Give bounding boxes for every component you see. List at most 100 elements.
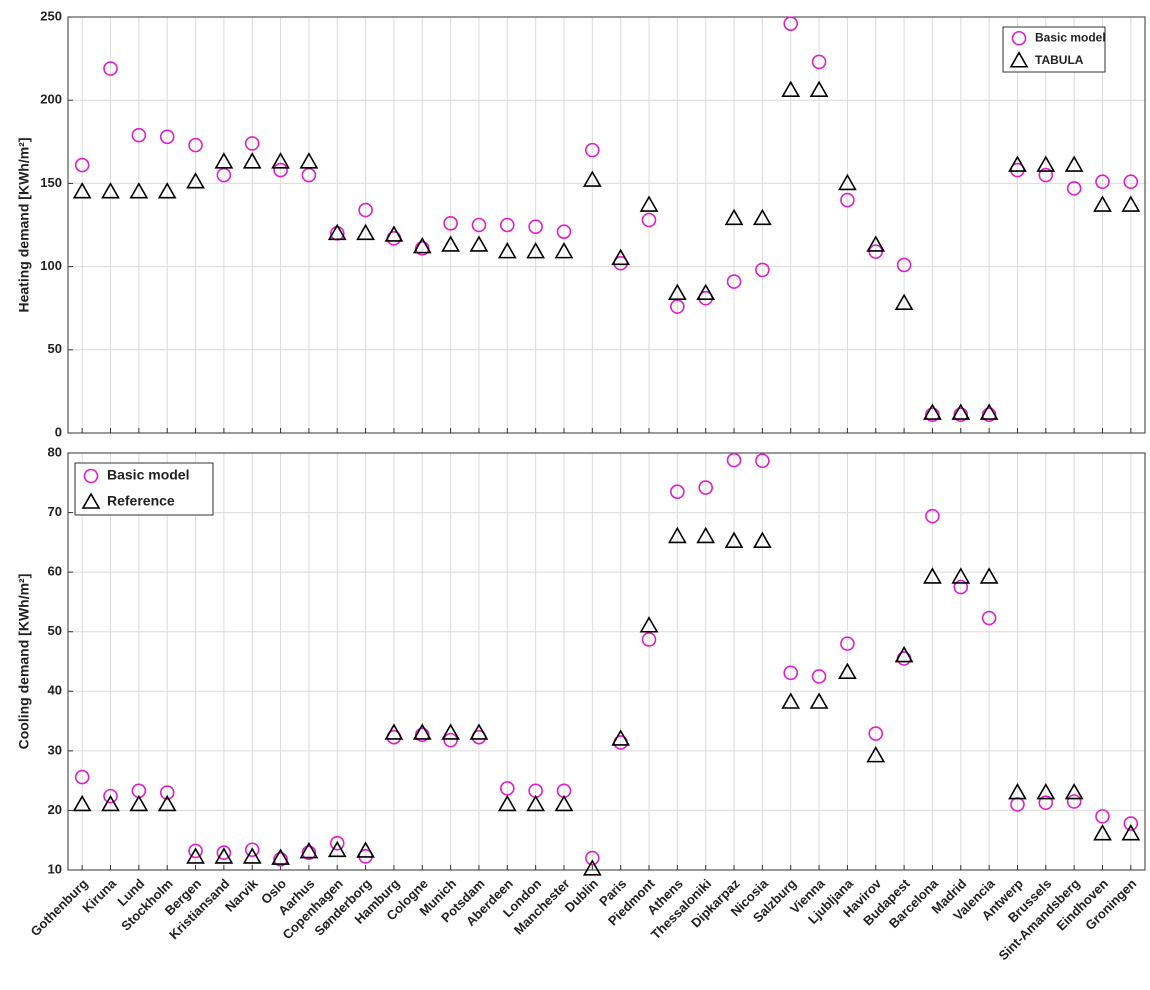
data-point (1121, 195, 1141, 212)
data-point (923, 567, 942, 584)
data-point (414, 240, 430, 256)
legend-label: Reference (107, 493, 175, 509)
data-point (131, 127, 147, 143)
legend-label: Basic model (107, 467, 189, 483)
data-point (696, 283, 716, 301)
data-point (441, 235, 460, 252)
data-point (1008, 782, 1027, 800)
y-tick-label: 70 (48, 504, 62, 519)
data-point (611, 248, 631, 266)
data-point (724, 531, 744, 548)
data-point (242, 152, 262, 169)
data-point (129, 794, 149, 812)
y-tick-label: 50 (48, 341, 62, 356)
plot-area (68, 453, 1145, 870)
data-point (497, 794, 517, 812)
legend-box (1002, 26, 1106, 73)
data-point (327, 840, 347, 858)
data-point (981, 610, 997, 626)
data-point (639, 195, 659, 212)
data-point (159, 785, 175, 800)
data-point (753, 208, 772, 226)
data-point (1064, 155, 1084, 172)
data-point (101, 794, 120, 812)
data-point (186, 847, 205, 864)
data-point (953, 579, 969, 595)
data-point (641, 632, 657, 647)
data-point (500, 217, 515, 233)
data-point (526, 242, 546, 259)
data-point (894, 293, 914, 311)
data-point (809, 692, 829, 709)
data-point (299, 152, 319, 169)
data-point (979, 567, 999, 584)
data-point (866, 746, 886, 763)
data-point (469, 723, 489, 740)
data-point (868, 726, 884, 741)
axes-box (67, 452, 1146, 871)
data-point (755, 262, 770, 278)
data-point (188, 843, 203, 859)
data-point (244, 842, 260, 858)
data-point (301, 167, 317, 183)
data-point (1010, 162, 1025, 178)
legend-label: Basic model (1035, 30, 1106, 44)
data-point (724, 208, 744, 226)
data-point (273, 162, 288, 178)
data-point (554, 242, 574, 259)
data-point (72, 182, 92, 199)
data-point (698, 480, 713, 495)
y-tick-label: 200 (40, 92, 62, 107)
data-point (981, 407, 997, 422)
legend-marker (1009, 51, 1029, 68)
data-point (1093, 195, 1112, 212)
legend-marker (83, 468, 99, 484)
data-point (582, 859, 602, 876)
data-point (358, 202, 373, 218)
data-point (726, 452, 742, 468)
data-point (1066, 181, 1082, 196)
plot-area (68, 17, 1145, 433)
data-point (811, 54, 827, 70)
data-point (639, 616, 659, 633)
y-tick-label: 60 (48, 564, 62, 579)
data-point (441, 723, 460, 740)
data-point (755, 453, 770, 469)
data-point (726, 274, 742, 289)
axes-box (67, 16, 1146, 434)
data-point (214, 152, 234, 169)
data-point (1066, 794, 1082, 809)
y-tick-label: 80 (48, 444, 62, 459)
data-point (471, 217, 487, 233)
data-point (327, 223, 347, 241)
data-point (611, 729, 631, 746)
y-tick-label: 100 (40, 258, 62, 273)
data-point (667, 526, 687, 544)
data-point (925, 508, 940, 524)
data-point (412, 723, 432, 740)
y-tick-label: 30 (48, 742, 62, 757)
data-point (1121, 824, 1141, 841)
y-tick-label: 10 (48, 861, 62, 876)
data-point (585, 142, 600, 158)
y-tick-label: 40 (48, 683, 62, 698)
data-point (412, 237, 432, 254)
data-point (1123, 174, 1139, 190)
data-point (157, 182, 177, 199)
data-point (157, 794, 177, 812)
data-point (72, 794, 92, 812)
data-point (74, 769, 90, 785)
data-point (497, 242, 517, 259)
data-point (1038, 167, 1054, 183)
data-point (216, 845, 232, 861)
data-point (670, 299, 685, 314)
y-tick-label: 50 (48, 623, 62, 638)
y-tick-label: 250 (40, 8, 62, 23)
data-point (1095, 174, 1110, 190)
data-point (613, 255, 628, 271)
y-tick-label: 150 (40, 175, 62, 190)
data-point (214, 847, 234, 864)
data-point (809, 80, 829, 98)
data-point (811, 669, 827, 684)
data-point (667, 283, 687, 301)
